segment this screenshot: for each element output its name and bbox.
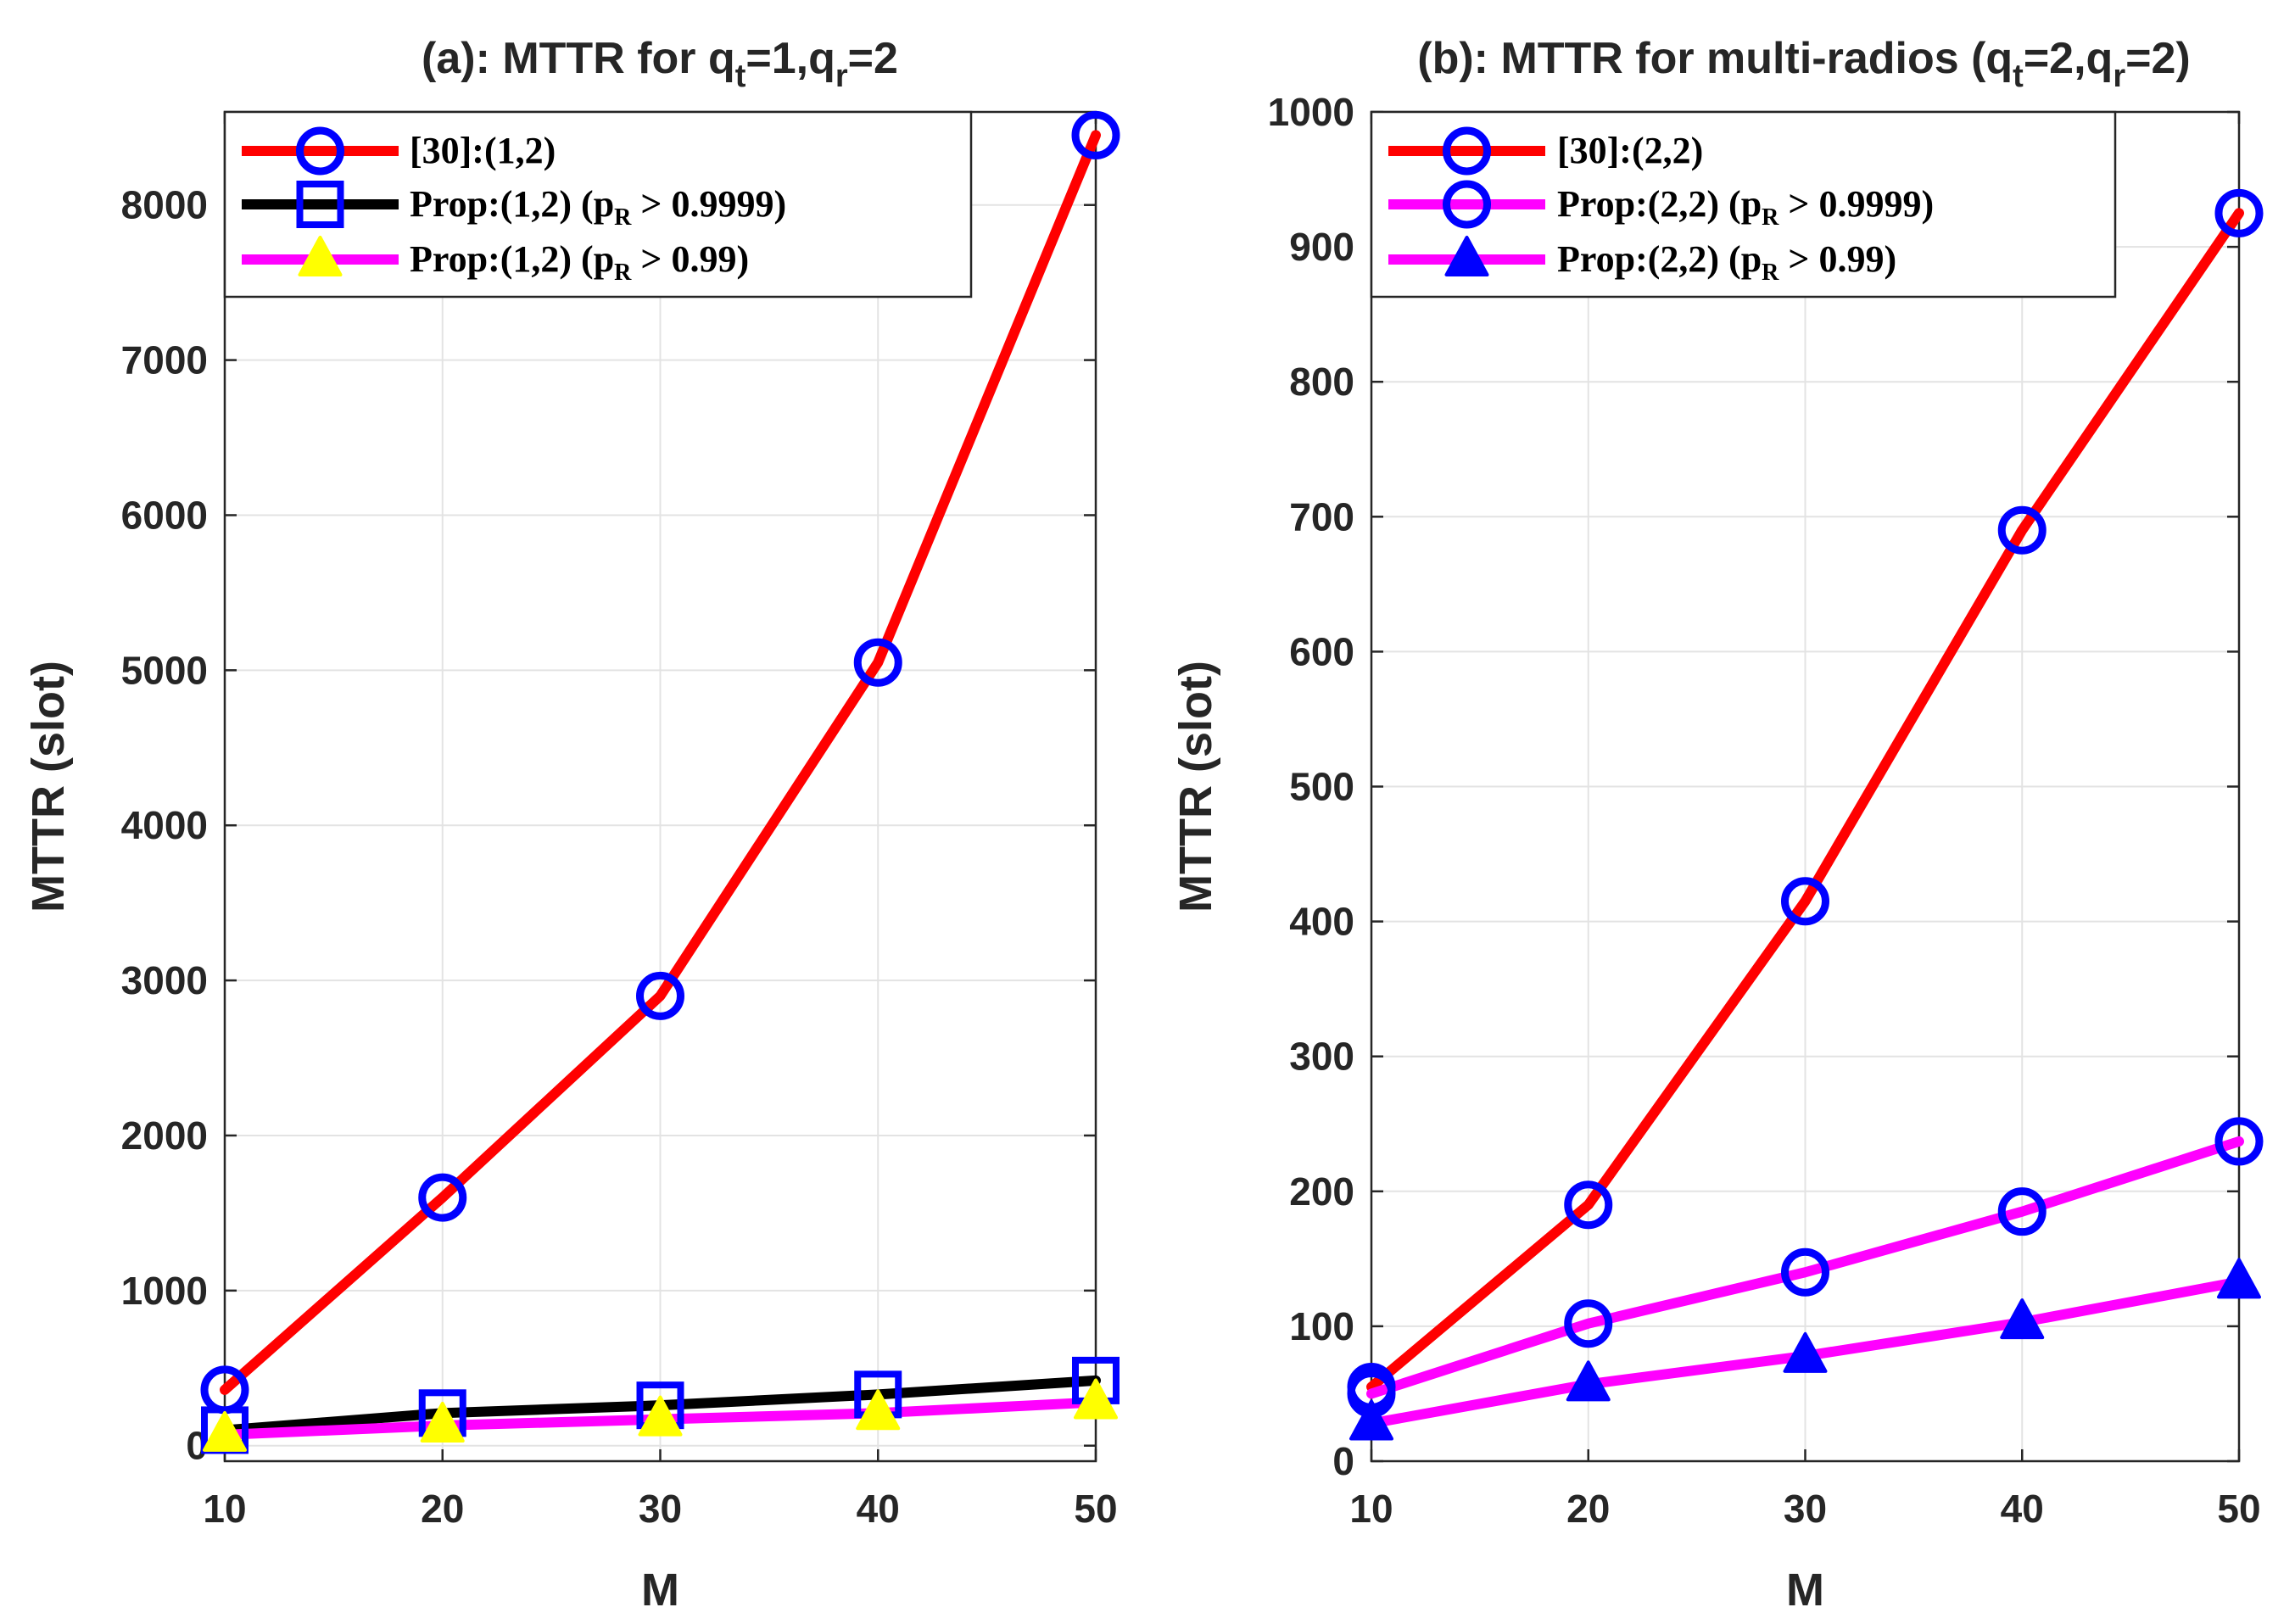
charta-title-text: =2	[848, 34, 898, 83]
chartb-series-2-point	[1781, 1247, 1829, 1297]
chartb-legend-label-text: Prop:(2,2) (p	[1557, 183, 1762, 225]
charta-legend-label-subscript: R	[614, 260, 632, 286]
charta-title-subscript: r	[835, 59, 848, 94]
chartb-xtick-label: 50	[2217, 1487, 2260, 1531]
chartb-legend-label-text: > 0.9999)	[1778, 183, 1934, 225]
charta-title-subscript: t	[735, 59, 746, 94]
chartb-ytick-label: 200	[1289, 1169, 1354, 1214]
chartb-legend-label-subscript: R	[1762, 260, 1779, 286]
chartb-legend-label: Prop:(2,2) (pR > 0.99)	[1557, 238, 1896, 286]
chartb-title-text: =2)	[2125, 34, 2191, 83]
chartb-legend-marker	[1443, 180, 1491, 229]
charta-ytick-label: 4000	[121, 803, 208, 847]
charta-series-3-point	[1074, 1378, 1118, 1420]
chartb-ytick-label: 700	[1289, 494, 1354, 539]
chartb-ytick-label: 0	[1332, 1439, 1354, 1483]
charta-legend-label: [30]:(1,2)	[410, 130, 556, 171]
chartb-xtick-label: 40	[2001, 1487, 2044, 1531]
chartb-ytick-label: 600	[1289, 629, 1354, 673]
charta-series-1-point	[853, 638, 902, 687]
chartb-series-1-point	[1997, 505, 2047, 555]
charta-ytick-label: 1000	[121, 1269, 208, 1313]
charta-legend-marker	[296, 126, 344, 176]
chartb-ytick-label: 1000	[1268, 90, 1354, 134]
chartb-legend-label-text: [30]:(2,2)	[1557, 130, 1703, 171]
charta-legend-label-subscript: R	[614, 204, 632, 231]
charta-xlabel: M	[641, 1565, 679, 1616]
chartb-legend-label-subscript: R	[1762, 204, 1779, 231]
chartb-legend-label-text: Prop:(2,2) (p	[1557, 238, 1762, 280]
charta-ytick-label: 6000	[121, 493, 208, 537]
chartb-series-line-1	[1366, 208, 2244, 1392]
charta-legend-marker	[296, 181, 344, 228]
chartb-series-2-point	[2214, 1117, 2264, 1166]
chartb-title: (b): MTTR for multi-radios (qt=2,qr=2)	[1417, 34, 2190, 94]
charta-xtick-label: 10	[203, 1487, 246, 1531]
chartb-legend-label-text: > 0.99)	[1778, 238, 1896, 280]
charta-ytick-label: 8000	[121, 183, 208, 227]
charta-legend-label-text: [30]:(1,2)	[410, 130, 556, 171]
chartb-series-1-point	[1781, 877, 1829, 926]
chartb-ytick-label: 100	[1289, 1304, 1354, 1348]
charta-ytick-label: 5000	[121, 648, 208, 692]
chartb-series-3-point	[2217, 1258, 2261, 1299]
chartb-ytick-label: 300	[1289, 1035, 1354, 1079]
charta-series-3-point	[638, 1395, 683, 1437]
chartb-series-2-point	[1997, 1187, 2047, 1236]
charta-legend-label-text: > 0.99)	[631, 238, 749, 280]
charta-title-text: (a): MTTR for q	[422, 34, 735, 83]
chartb-series-3-point	[2000, 1298, 2045, 1340]
chartb-series-line-2	[1366, 1136, 2244, 1399]
chartb-legend-label: [30]:(2,2)	[1557, 130, 1703, 171]
chartb-ylabel: MTTR (slot)	[1170, 661, 1221, 912]
chartb-series-1-point	[1564, 1180, 1613, 1230]
chartb-xtick-label: 30	[1784, 1487, 1827, 1531]
chartb-series-3-point	[1349, 1399, 1393, 1441]
charta-legend-label-text: Prop:(1,2) (p	[410, 238, 614, 280]
chartb-legend-marker	[1443, 126, 1491, 176]
charta-series-3-point	[203, 1410, 247, 1452]
charta-ytick-label: 2000	[121, 1113, 208, 1158]
chartb-series-1-point	[2214, 188, 2264, 237]
charta-title-text: =1,q	[745, 34, 835, 83]
charta-ytick-label: 7000	[121, 338, 208, 382]
charta-series-1-point	[418, 1173, 467, 1222]
charta-series-1-point	[1071, 110, 1120, 159]
charta-series-3-point	[856, 1389, 901, 1431]
charta-xtick-label: 40	[857, 1487, 900, 1531]
charta-legend-label: Prop:(1,2) (pR > 0.9999)	[410, 183, 786, 231]
charta-legend-label: Prop:(1,2) (pR > 0.99)	[410, 238, 749, 286]
chartb-series-2-point	[1564, 1299, 1613, 1348]
chartb-ytick-label: 800	[1289, 360, 1354, 404]
chartb-title-subscript: r	[2113, 59, 2125, 94]
chartb-group: 10 20 30 40 50010020030040050060070080090010…	[1170, 34, 2264, 1616]
charta-ylabel: MTTR (slot)	[23, 661, 74, 912]
charta-series-line-1	[220, 130, 1101, 1395]
chartb-legend-label: Prop:(2,2) (pR > 0.9999)	[1557, 183, 1934, 231]
chartb-ytick-label: 500	[1289, 765, 1354, 809]
charta-xtick-label: 20	[421, 1487, 464, 1531]
charta-title: (a): MTTR for qt=1,qr=2	[422, 34, 898, 94]
charta-ytick-label: 3000	[121, 958, 208, 1002]
charta-legend-marker	[298, 236, 343, 276]
charta-series-1-point	[636, 971, 684, 1020]
chartb-ytick-label: 900	[1289, 225, 1354, 269]
chartb-series-3-point	[1783, 1331, 1828, 1373]
charta-legend-label-text: Prop:(1,2) (p	[410, 183, 614, 225]
chartb-legend-marker	[1444, 236, 1489, 276]
charta-series-3-point	[420, 1401, 465, 1443]
chartb-title-subscript: t	[2013, 59, 2024, 94]
chartb-xtick-label: 20	[1566, 1487, 1610, 1531]
charta-group: 10 20 30 40 50010002000300040005000600070008…	[23, 34, 1120, 1616]
charta-xtick-label: 30	[639, 1487, 682, 1531]
chartb-title-text: (b): MTTR for multi-radios (q	[1417, 34, 2013, 83]
chartb-title-text: =2,q	[2024, 34, 2114, 83]
charta-xtick-label: 50	[1074, 1487, 1117, 1531]
chartb-ytick-label: 400	[1289, 900, 1354, 944]
chartb-xtick-label: 10	[1349, 1487, 1393, 1531]
charta-legend-label-text: > 0.9999)	[631, 183, 786, 225]
chartb-xlabel: M	[1786, 1565, 1824, 1616]
chartb-series-3-point	[1566, 1360, 1611, 1402]
